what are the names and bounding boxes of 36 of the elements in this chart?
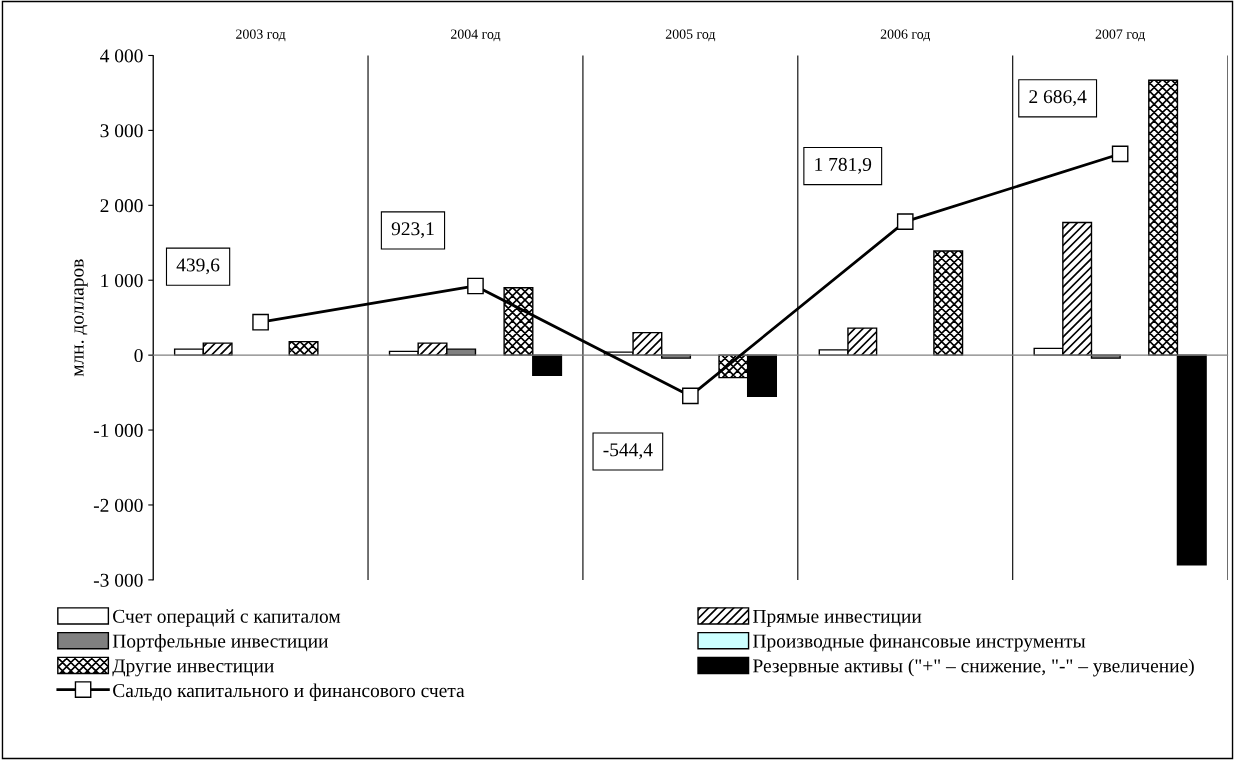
x-tick-label: 2003 год [236, 29, 286, 42]
point [252, 313, 269, 331]
data-label: -544,4 [603, 443, 653, 460]
data-label: 439,6 [176, 258, 220, 275]
y-tick-label: 0 [134, 348, 143, 363]
x-tick-label: 2007 год [1095, 29, 1145, 42]
legend-label: Прямые инвестиции [753, 609, 922, 627]
point [1111, 145, 1129, 163]
data-label: 923,1 [391, 222, 434, 239]
bar [503, 287, 534, 356]
y-tick-label: 1 000 [101, 274, 143, 288]
legend-label: Производные финансовые инструменты [753, 633, 1086, 652]
legend-label: Сальдо капитального и финансового счета [113, 683, 465, 702]
y-tick-label: -1 000 [93, 423, 143, 437]
bar [1148, 79, 1179, 356]
point [896, 213, 914, 230]
x-tick-label: 2004 год [450, 29, 501, 42]
legend-label: Счет операций с капиталом [113, 609, 341, 627]
y-tick-label: -2 000 [93, 498, 143, 512]
bar [1176, 354, 1207, 566]
y-tick-label: 2 000 [100, 199, 143, 213]
legend-label: Другие инвестиции [112, 659, 274, 677]
point [467, 277, 484, 295]
y-axis-title: млн. долларов [74, 259, 88, 377]
data-label: 1 781,9 [815, 157, 872, 174]
x-tick-label: 2005 год [665, 29, 716, 42]
x-tick-label: 2006 год [880, 29, 931, 42]
y-tick-label: -3 000 [93, 573, 143, 587]
data-label: 2 686,4 [1029, 90, 1087, 106]
point [682, 387, 699, 405]
legend-label: Портфельные инвестиции [112, 633, 329, 652]
legend-label: Резервные активы ("+" – снижение, "-" – увеличение) [753, 658, 1194, 677]
bar [933, 250, 964, 356]
y-tick-label: 4 000 [100, 49, 143, 63]
bar [532, 354, 563, 377]
y-tick-label: 3 000 [100, 124, 143, 138]
